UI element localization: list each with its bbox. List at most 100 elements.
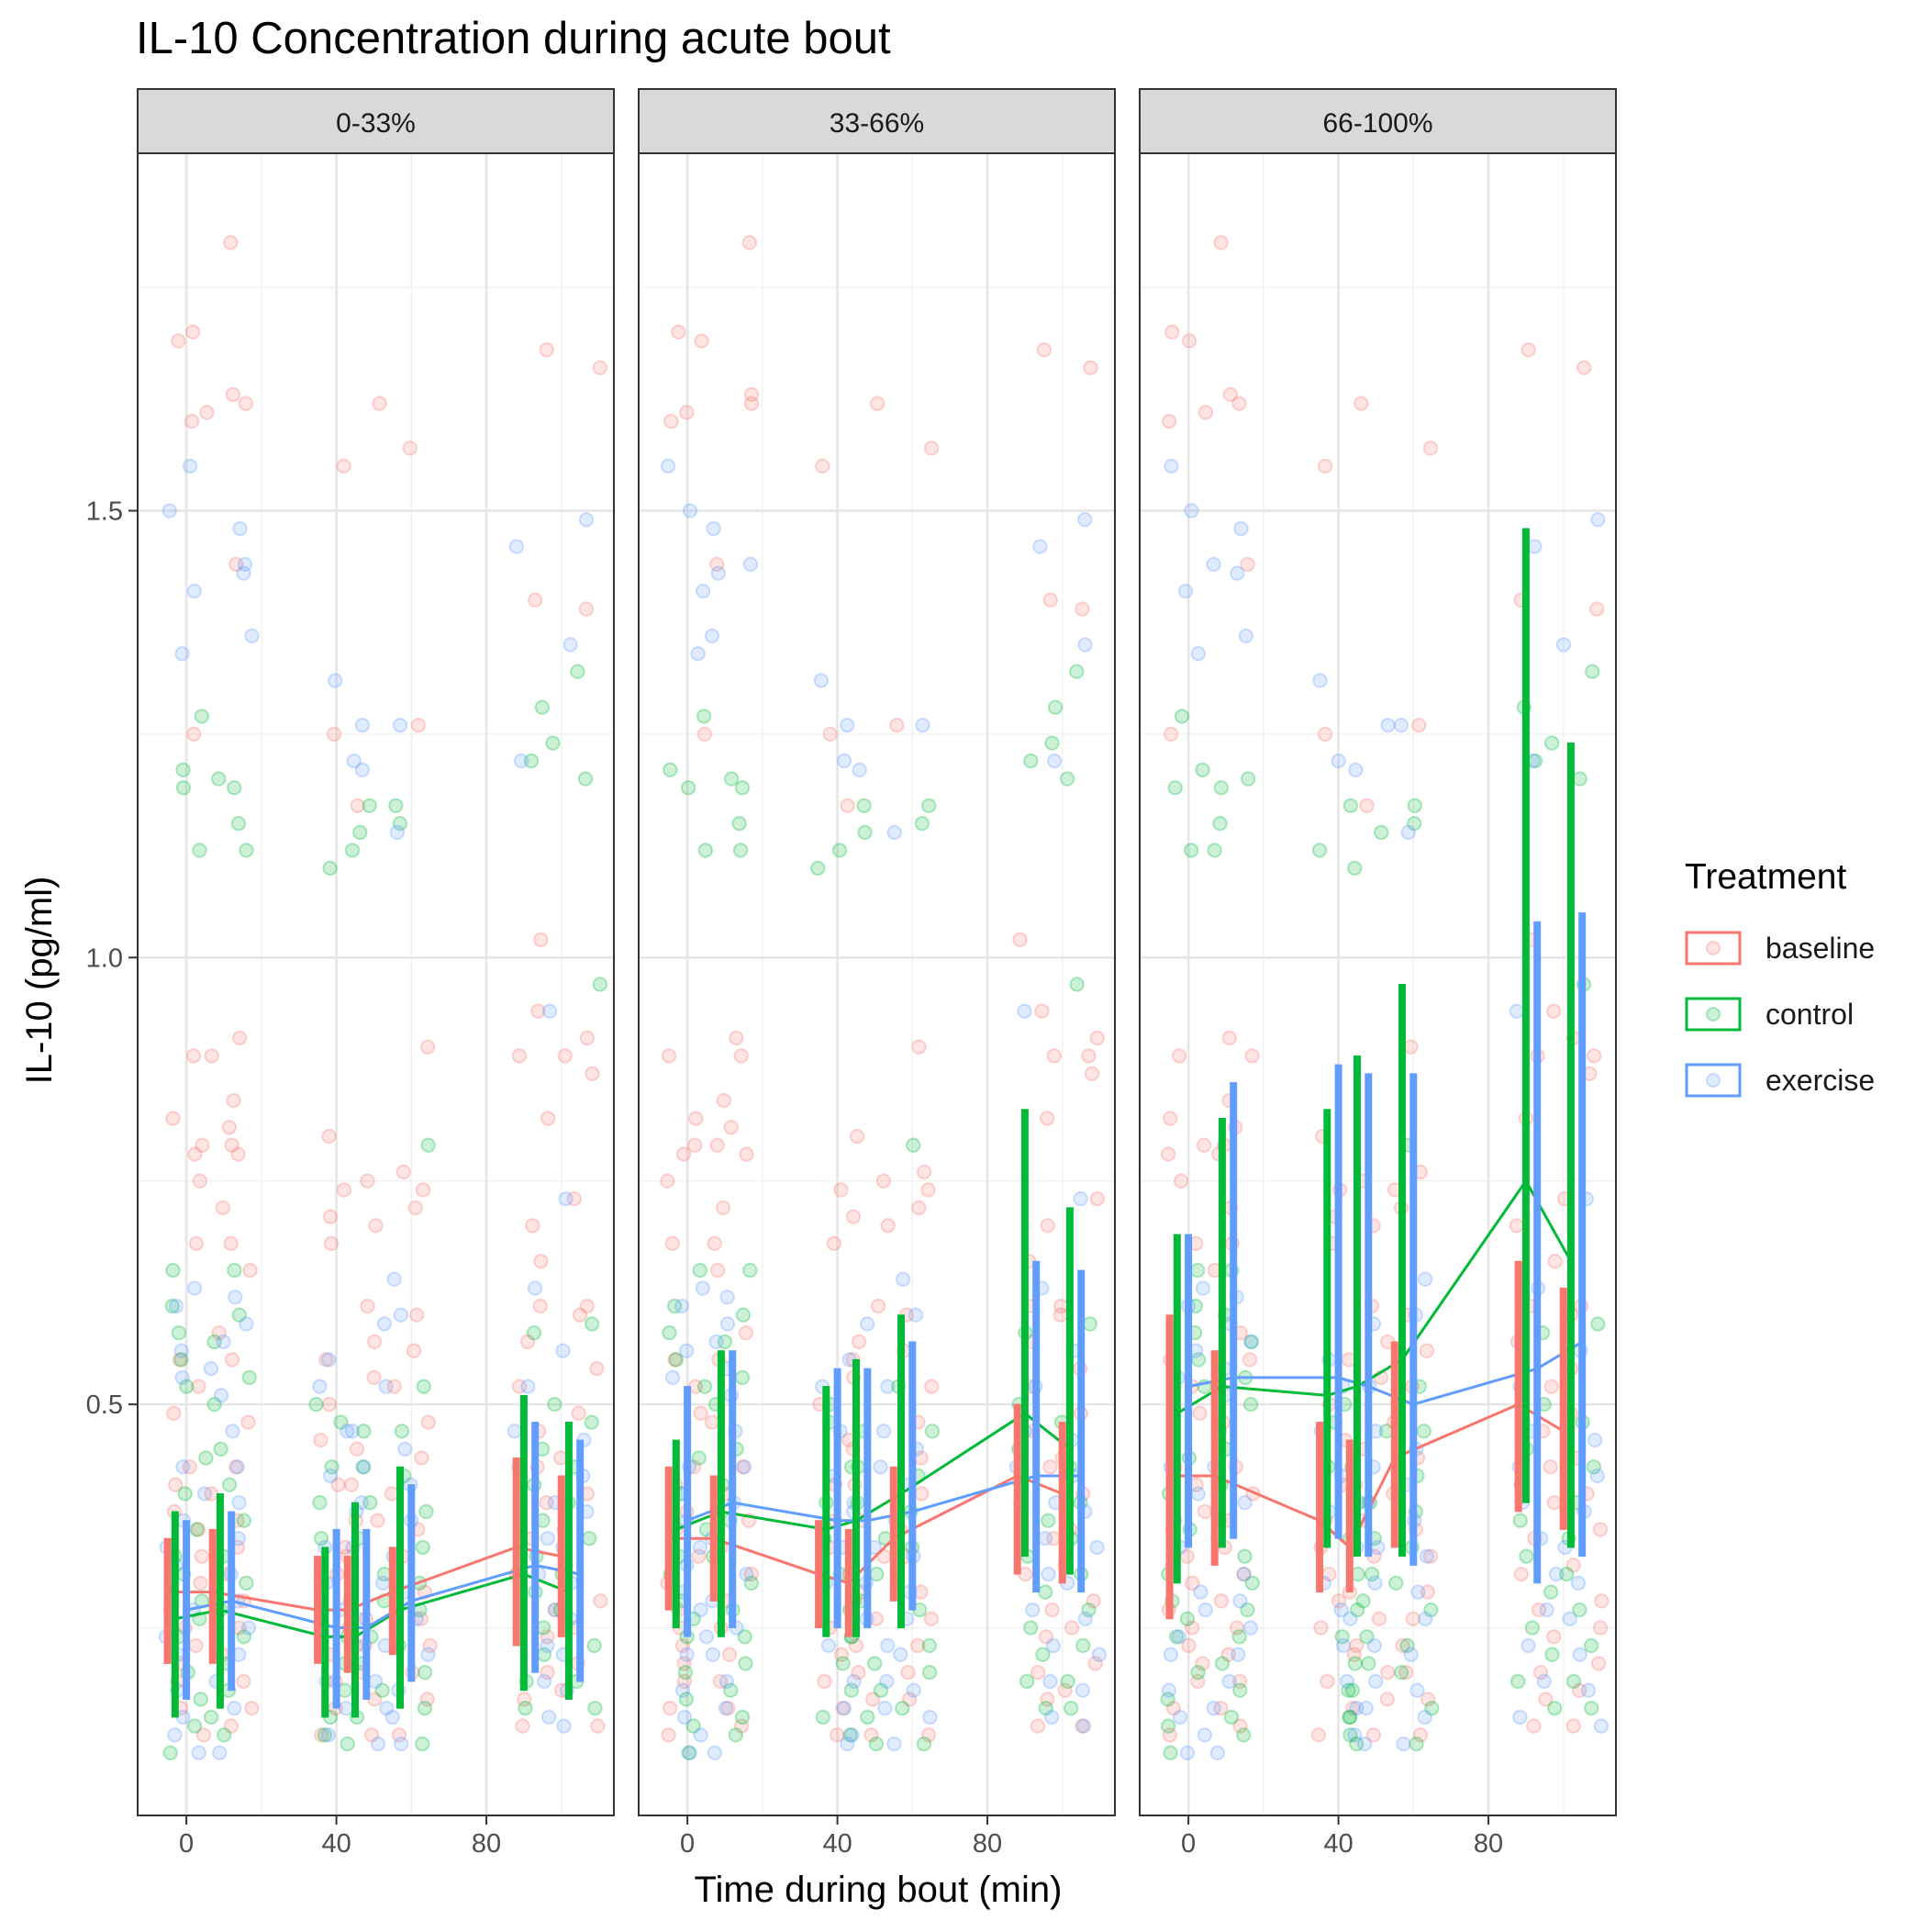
- data-point-exercise: [705, 1647, 721, 1662]
- data-point-baseline: [511, 1048, 528, 1064]
- data-point-baseline: [1184, 1620, 1200, 1636]
- error-bar-exercise: [1533, 921, 1542, 1584]
- data-point-control: [227, 1262, 242, 1279]
- error-bar-exercise: [684, 1386, 692, 1637]
- data-point-exercise: [216, 1334, 231, 1350]
- data-point-exercise: [340, 1424, 355, 1439]
- panel-border: [638, 152, 1116, 1816]
- data-point-baseline: [314, 1727, 329, 1743]
- data-point-exercise: [1331, 753, 1346, 769]
- data-point-control: [1311, 843, 1328, 858]
- data-point-baseline: [1164, 324, 1180, 340]
- data-point-exercise: [695, 583, 711, 599]
- data-point-baseline: [729, 1030, 744, 1046]
- data-point-control: [592, 977, 608, 992]
- data-point-exercise: [1587, 1432, 1603, 1448]
- data-point-exercise: [1593, 1718, 1610, 1734]
- data-point-control: [895, 1700, 910, 1716]
- data-point-exercise: [344, 1424, 361, 1439]
- data-point-control: [742, 1262, 758, 1279]
- data-point-exercise: [1206, 1700, 1221, 1716]
- data-point-exercise: [1161, 1682, 1176, 1698]
- facet-strip: [638, 88, 1116, 154]
- data-point-baseline: [1509, 1218, 1524, 1234]
- data-point-baseline: [826, 1235, 842, 1252]
- data-point-control: [1082, 1316, 1097, 1332]
- data-point-control: [416, 1379, 431, 1394]
- data-point-control: [1344, 1682, 1361, 1698]
- data-point-control: [831, 843, 848, 858]
- data-point-control: [1019, 1673, 1035, 1690]
- data-point-baseline: [709, 556, 725, 573]
- data-point-control: [737, 1629, 752, 1645]
- x-axis-ticks: 0 40 80: [179, 1815, 501, 1859]
- data-point-exercise: [1238, 628, 1254, 643]
- error-bar-control: [171, 1511, 179, 1718]
- data-point-control: [677, 1665, 694, 1681]
- error-bar-control: [717, 1350, 725, 1637]
- data-point-exercise: [555, 1343, 571, 1358]
- data-point-baseline: [1422, 441, 1439, 456]
- data-point-baseline: [870, 1298, 886, 1314]
- data-point-exercise: [707, 1745, 723, 1761]
- data-point-exercise: [664, 1369, 681, 1386]
- data-point-control: [1583, 1637, 1599, 1654]
- data-point-exercise: [1195, 1280, 1211, 1296]
- data-point-exercise: [682, 1745, 697, 1761]
- data-point-control: [173, 1352, 189, 1368]
- data-point-exercise: [1562, 1611, 1577, 1626]
- data-point-exercise: [213, 1388, 229, 1403]
- data-point-exercise: [231, 1495, 247, 1511]
- data-point-control: [691, 1450, 707, 1466]
- data-point-exercise: [1190, 1486, 1206, 1502]
- data-point-exercise: [1419, 1548, 1435, 1564]
- data-point-exercise: [541, 1003, 558, 1019]
- data-point-baseline: [864, 1692, 881, 1707]
- error-bar-baseline: [664, 1466, 673, 1611]
- data-point-baseline: [815, 458, 830, 474]
- data-point-baseline: [360, 1298, 375, 1314]
- facet-panels: 0-33% 0 40 80 0.5 1.0 1.5 33-66% 0 40 80 66-100% 0 40…: [86, 88, 1617, 1859]
- data-point-exercise: [719, 1290, 735, 1305]
- data-point-exercise: [354, 717, 371, 733]
- data-point-control: [663, 762, 678, 778]
- data-point-baseline: [1348, 1637, 1364, 1654]
- data-point-exercise: [354, 762, 370, 778]
- data-point-baseline: [238, 396, 254, 411]
- data-point-baseline: [1346, 1647, 1362, 1662]
- data-point-exercise: [922, 1709, 938, 1725]
- error-bar-baseline: [709, 1475, 718, 1602]
- data-point-baseline: [321, 1396, 338, 1413]
- data-point-control: [239, 1575, 254, 1591]
- data-point-control: [873, 1682, 889, 1698]
- data-point-baseline: [1538, 1692, 1554, 1707]
- facet-panel-0-33: 0-33% 0 40 80 0.5 1.0 1.5: [86, 88, 615, 1859]
- data-point-control: [362, 1495, 378, 1511]
- data-point-baseline: [817, 1673, 832, 1690]
- data-point-baseline: [849, 1128, 865, 1145]
- data-point-baseline: [1317, 458, 1333, 474]
- legend-item-control: control: [1685, 997, 1854, 1032]
- data-point-baseline: [368, 1218, 384, 1234]
- data-point-baseline: [1532, 1602, 1547, 1618]
- error-bars: [163, 1394, 585, 1718]
- data-point-control: [356, 1424, 372, 1439]
- data-point-baseline: [391, 1727, 407, 1743]
- jitter-points: [1160, 235, 1610, 1761]
- data-point-baseline: [1042, 592, 1059, 609]
- y-tick-label: 0.5: [86, 1390, 123, 1420]
- error-bar-baseline: [844, 1528, 852, 1637]
- error-bar-control: [396, 1466, 404, 1709]
- data-point-control: [1559, 1566, 1575, 1582]
- data-point-control: [1047, 699, 1064, 715]
- data-point-control: [518, 1700, 533, 1716]
- data-point-baseline: [1589, 601, 1605, 617]
- data-point-exercise: [908, 1307, 924, 1323]
- x-tick-label: 80: [973, 1829, 1002, 1859]
- data-point-baseline: [1331, 1593, 1347, 1609]
- error-bar-baseline: [343, 1556, 351, 1673]
- legend-key-control: [1685, 997, 1742, 1032]
- data-point-baseline: [676, 1673, 693, 1690]
- data-point-exercise: [1206, 556, 1221, 573]
- data-point-exercise: [710, 565, 726, 581]
